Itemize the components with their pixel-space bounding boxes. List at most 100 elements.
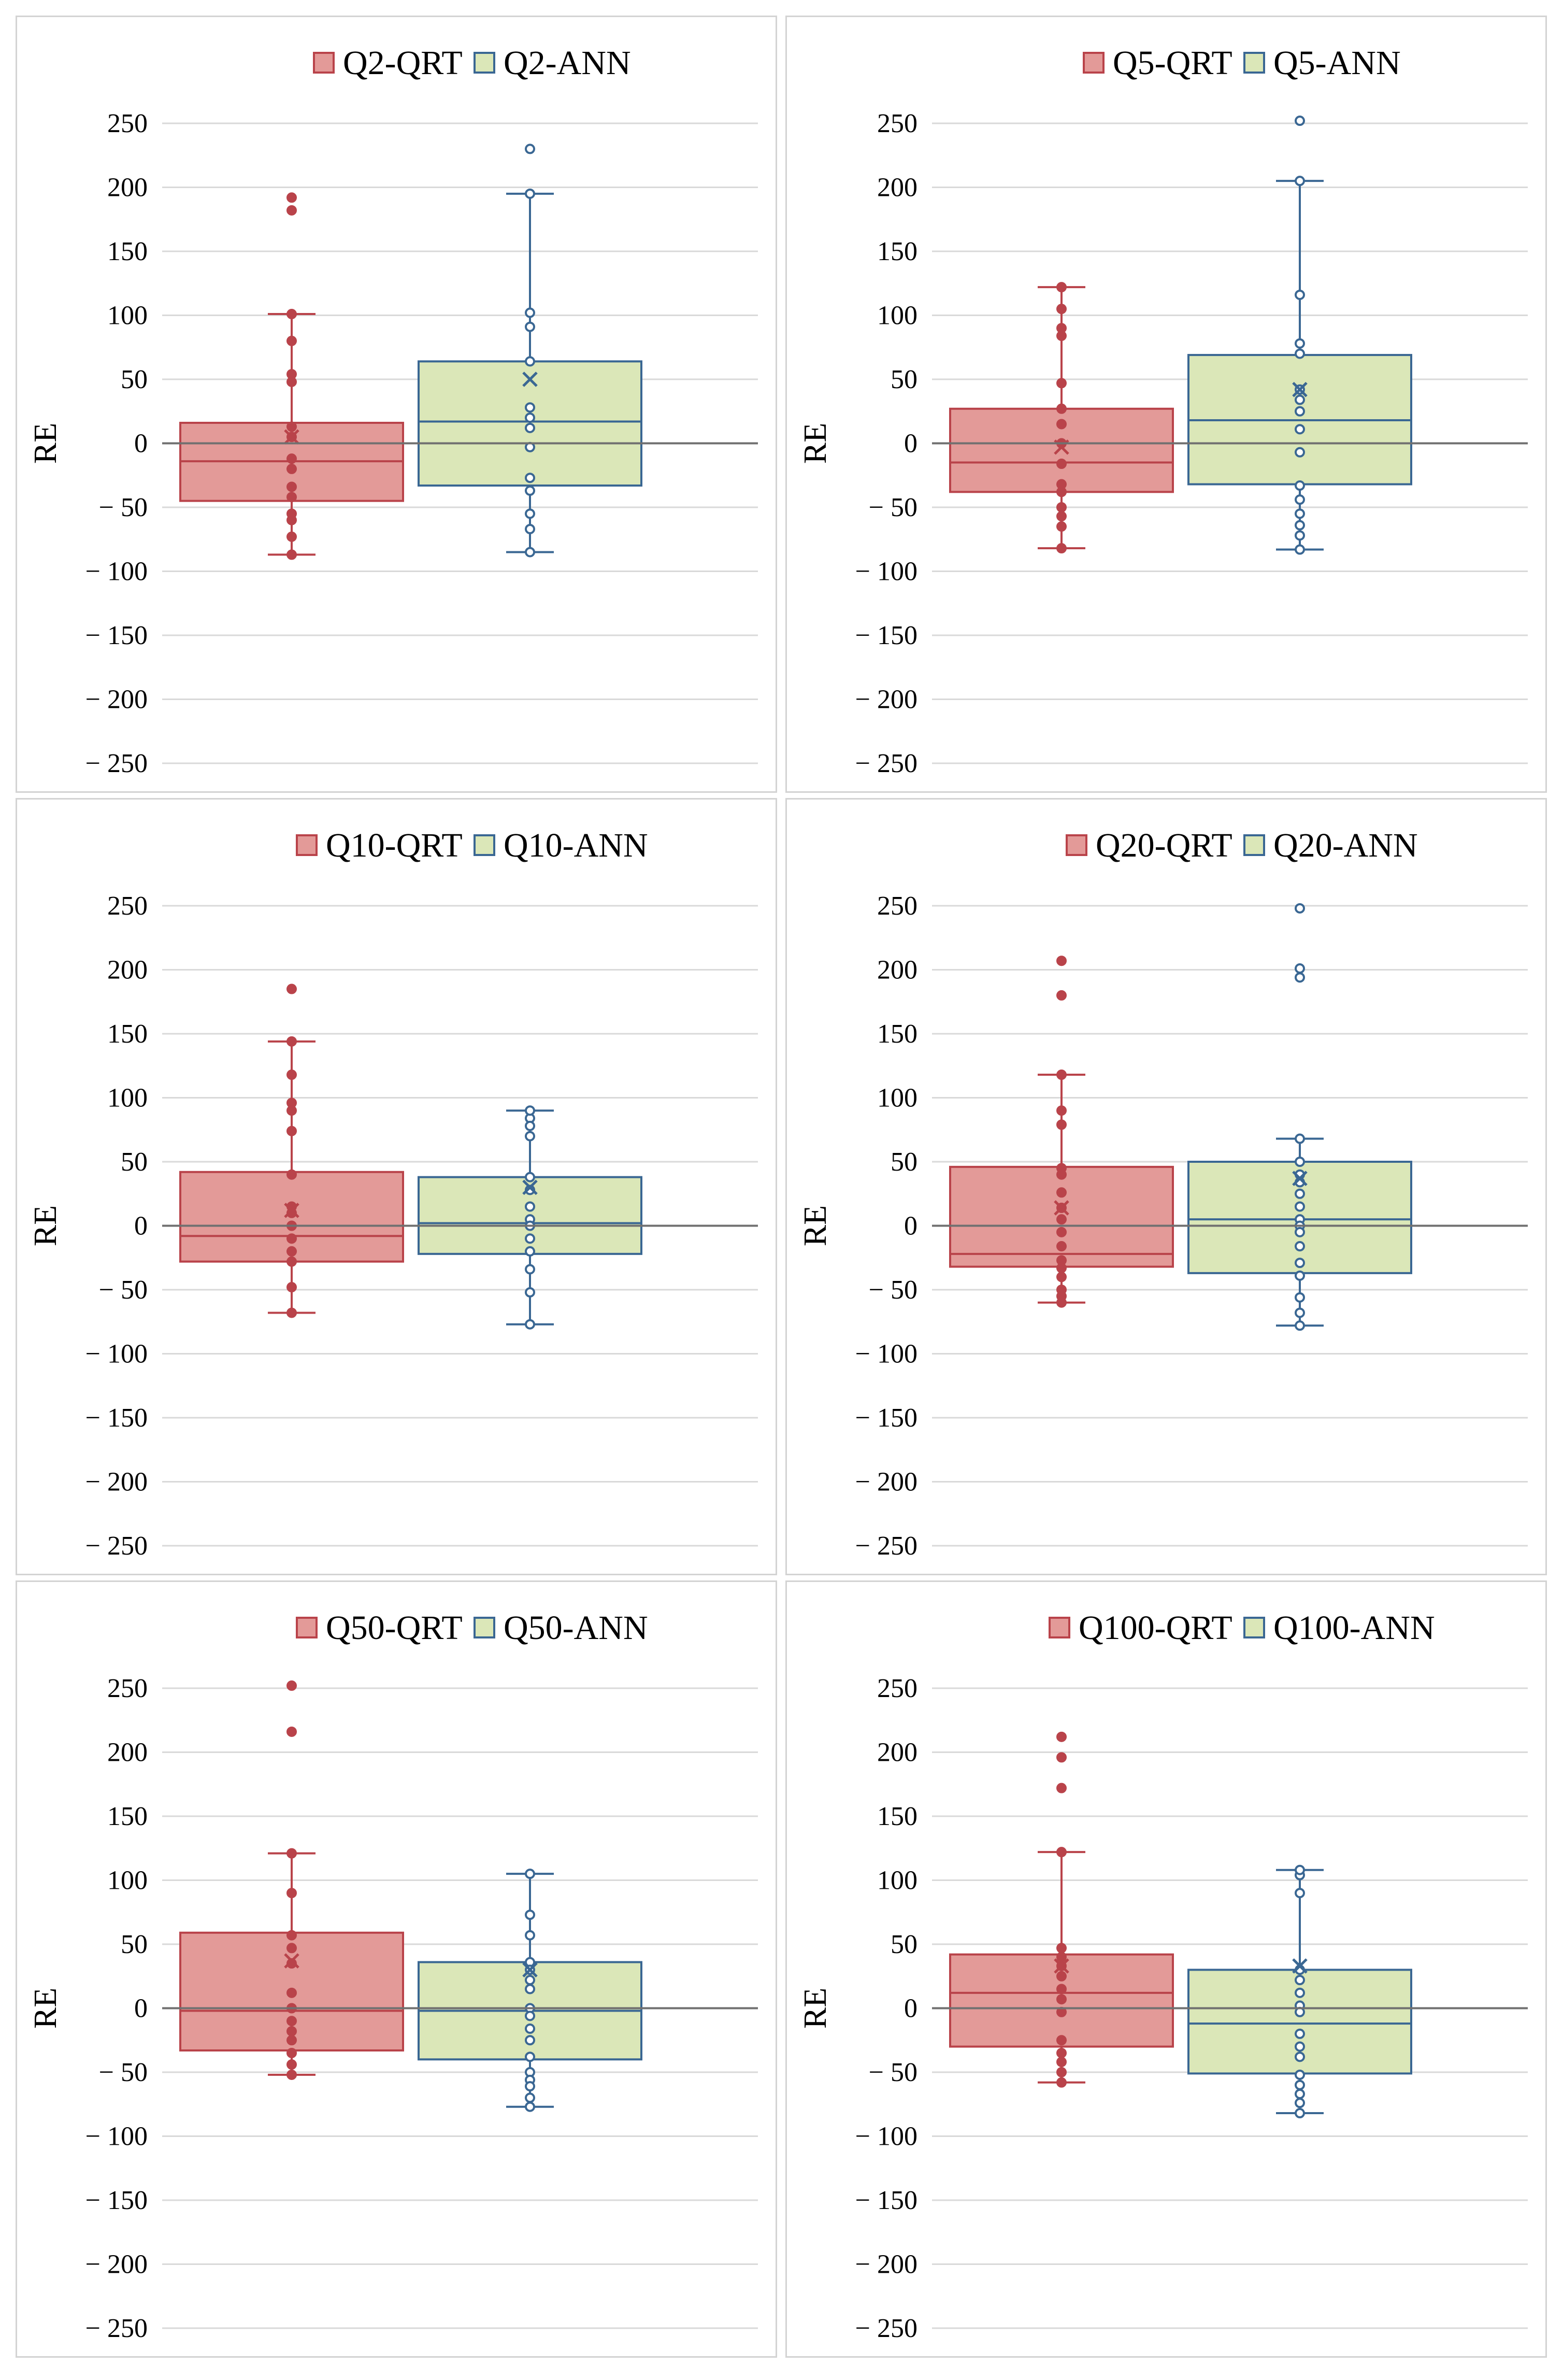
data-point [1056,1847,1067,1858]
y-tick-label: − 200 [855,1467,917,1497]
data-point [286,309,297,320]
y-tick-label: 50 [891,365,917,394]
data-point [286,1070,297,1080]
y-tick-label: − 150 [855,621,917,650]
data-point [286,1307,297,1318]
y-tick-label: − 100 [85,557,148,587]
y-tick-label: 50 [121,1147,148,1177]
data-point [1295,544,1305,555]
y-tick-label: − 250 [855,749,917,778]
data-point [1295,289,1305,300]
mean-marker [284,1203,299,1218]
data-point [1056,304,1067,315]
data-point [1056,403,1067,414]
data-point [525,412,535,423]
data-point [1295,2079,1305,2090]
data-point [525,402,535,413]
mean-marker [1292,1171,1308,1186]
legend-swatch [1066,834,1087,856]
data-point [286,1105,297,1116]
legend-label: Q20-ANN [1273,826,1418,864]
legend-label: Q100-QRT [1079,1609,1232,1647]
data-point [286,2035,297,2046]
y-tick-label: − 100 [85,2122,148,2151]
legend-swatch [1243,1617,1265,1638]
legend-swatch [474,834,495,856]
data-point [1056,956,1067,966]
data-point [1056,2035,1067,2046]
data-point [1295,2098,1305,2108]
data-point [286,1848,297,1859]
y-tick-label: − 100 [85,1339,148,1369]
data-point [525,1975,535,1986]
data-point [1295,530,1305,541]
data-point [1295,406,1305,417]
data-point [286,421,297,432]
data-point [286,1282,297,1293]
data-point [286,192,297,203]
y-tick-label: 100 [107,1866,148,1896]
boxplot-chart-q50: 250 200 150 100 50 0 − 50 − 100 − 150 − 200 − 250 R… [28,1609,758,2343]
data-point [1056,378,1067,389]
data-point [525,307,535,318]
mean-marker [1054,1200,1069,1216]
data-point [525,2051,535,2062]
data-point [1295,1307,1305,1318]
y-tick-label: 150 [107,1802,148,1831]
data-point [286,549,297,560]
data-point [525,1120,535,1131]
data-point [1295,494,1305,505]
data-point [525,1172,535,1182]
data-point [286,984,297,994]
data-point [1295,348,1305,359]
data-point [525,1105,535,1116]
data-point [525,1287,535,1298]
data-point [1295,2051,1305,2062]
data-point [1056,1227,1067,1237]
y-tick-label: 200 [107,956,148,985]
chart-panel-q5: 250 200 150 100 50 0 − 50 − 100 − 150 − 200 − 250 R… [785,16,1547,793]
data-point [1295,480,1305,491]
data-point [286,453,297,464]
data-point [525,321,535,332]
data-point [525,2081,535,2092]
data-point [525,1201,535,1212]
data-point [1295,116,1305,126]
data-point [286,463,297,474]
y-tick-label: 50 [121,365,148,394]
y-tick-label: 0 [134,1212,148,1241]
y-tick-label: 200 [107,1738,148,1768]
data-point [525,1246,535,1257]
y-tick-label: 200 [877,173,917,203]
data-point [286,2016,297,2027]
legend-label: Q5-ANN [1273,44,1401,82]
data-point [1295,903,1305,914]
data-point [1056,521,1067,532]
y-tick-label: 100 [107,301,148,331]
data-point [1056,1731,1067,1742]
y-tick-label: − 150 [85,1403,148,1433]
y-tick-label: 0 [904,429,917,459]
data-point [1295,2041,1305,2052]
mean-marker [1054,1958,1069,1974]
legend-label: Q100-ANN [1273,1609,1435,1647]
y-tick-label: − 250 [85,1531,148,1561]
data-point [1056,1214,1067,1225]
y-tick-label: 0 [904,1212,917,1241]
data-point [286,2047,297,2058]
mean-marker [522,1179,538,1195]
data-point [1295,2028,1305,2039]
y-tick-label: 50 [121,1930,148,1959]
y-tick-label: 250 [877,109,917,138]
legend-label: Q2-QRT [343,44,463,82]
data-point [1056,2067,1067,2077]
legend-label: Q2-ANN [504,44,631,82]
data-point [525,2101,535,2112]
data-point [286,2059,297,2070]
data-point [1295,176,1305,187]
y-tick-label: − 150 [855,2186,917,2215]
y-tick-label: 250 [107,1674,148,1703]
mean-marker [1292,381,1308,397]
y-tick-label: 50 [891,1930,917,1959]
chart-panel-q10: 250 200 150 100 50 0 − 50 − 100 − 150 − 200 − 250 R… [16,798,777,1575]
